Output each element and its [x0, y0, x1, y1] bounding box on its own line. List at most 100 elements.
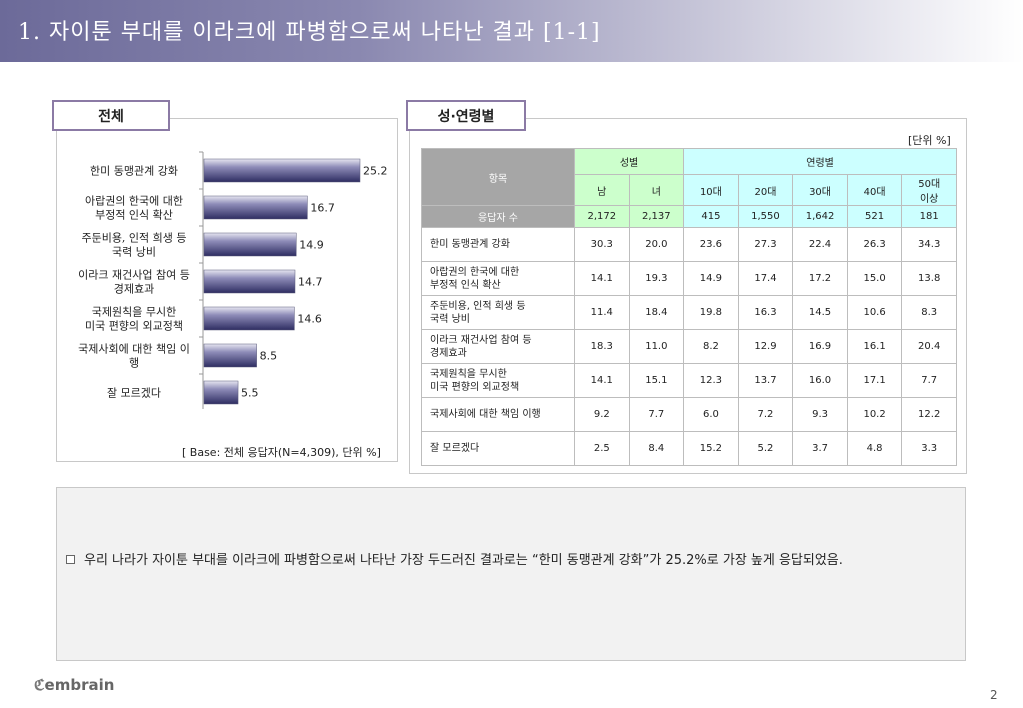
- title-bar: 1. 자이툰 부대를 이라크에 파병함으로써 나타난 결과 [1-1]: [0, 0, 1023, 62]
- category-label: 한미 동맹관계 강화: [90, 165, 178, 178]
- table-cell: 34.3: [901, 227, 957, 262]
- unit-note: [단위 %]: [908, 134, 951, 147]
- bar: [203, 195, 308, 220]
- data-table: 항목 성별 연령별 남 녀 10대 20대 30대 40대 50대 이상 응답자 수 2,172 2,13…: [421, 148, 957, 466]
- table-cell: 22.4: [792, 227, 848, 262]
- table-cell: 14.1: [574, 363, 630, 398]
- column-header: 30대: [792, 174, 848, 206]
- section-tab-gender-age: 성·연령별: [406, 100, 526, 131]
- table-cell: 12.2: [901, 397, 957, 432]
- category-label: 국제사회에 대한 책임 이: [78, 343, 190, 356]
- row-label: 이라크 재건사업 참여 등 경제효과: [421, 329, 575, 364]
- table-cell: 17.2: [792, 261, 848, 296]
- table-cell: 16.0: [792, 363, 848, 398]
- table-cell: 14.9: [683, 261, 739, 296]
- table-cell: 15.1: [628, 363, 685, 398]
- respondents-row: 응답자 수 2,172 2,137 415 1,550 1,642 521 181: [421, 205, 957, 228]
- table-cell: 20.0: [628, 227, 685, 262]
- table-cell: 11.0: [628, 329, 685, 364]
- category-label: 국력 낭비: [112, 246, 156, 259]
- table-cell: 3.7: [792, 431, 848, 466]
- column-header: 남: [574, 174, 630, 206]
- table-cell: 4.8: [846, 431, 903, 466]
- table-cell: 17.4: [737, 261, 794, 296]
- header-gender-group: 성별: [573, 148, 685, 175]
- page-number: 2: [990, 688, 998, 702]
- table-cell: 19.8: [683, 295, 739, 330]
- table-cell: 16.3: [737, 295, 794, 330]
- bar: [203, 306, 295, 331]
- table-cell: 19.3: [628, 261, 685, 296]
- table-cell: 26.3: [846, 227, 903, 262]
- table-cell: 7.7: [628, 397, 685, 432]
- embrain-logo: ℭembrain: [34, 676, 114, 694]
- table-row: 한미 동맹관계 강화 30.3 20.0 23.6 27.3 22.4 26.3 34.3: [421, 227, 957, 262]
- data-label: 16.7: [310, 202, 335, 215]
- base-note: [ Base: 전체 응답자(N=4,309), 단위 %]: [182, 446, 381, 459]
- table-cell: 14.5: [792, 295, 848, 330]
- table-cell: 15.0: [846, 261, 903, 296]
- logo-text: embrain: [44, 676, 115, 694]
- bar: [203, 158, 361, 183]
- category-label: 이라크 재건사업 참여 등: [78, 269, 190, 282]
- header-age-group: 연령별: [683, 148, 957, 175]
- table-cell: 9.3: [792, 397, 848, 432]
- table-cell: 8.3: [901, 295, 957, 330]
- respondents-label: 응답자 수: [421, 205, 575, 228]
- row-label: 국제원칙을 무시한 미국 편향의 외교정책: [421, 363, 575, 398]
- column-header: 10대: [683, 174, 739, 206]
- data-label: 14.6: [297, 313, 322, 326]
- table-cell: 12.9: [737, 329, 794, 364]
- table-cell: 6.0: [683, 397, 739, 432]
- respondents-cell: 181: [901, 205, 957, 228]
- table-row: 국제원칙을 무시한 미국 편향의 외교정책 14.1 15.1 12.3 13.7 16.0…: [421, 363, 957, 398]
- category-label: 아랍권의 한국에 대한: [85, 195, 183, 208]
- table-header-row: 항목 성별 연령별: [421, 148, 957, 206]
- respondents-cell: 2,137: [628, 205, 685, 228]
- column-header: 50대 이상: [901, 174, 957, 206]
- data-label: 5.5: [241, 387, 258, 400]
- table-cell: 18.3: [574, 329, 630, 364]
- section-tab-total: 전체: [52, 100, 170, 131]
- table-cell: 10.6: [846, 295, 903, 330]
- table-cell: 7.2: [737, 397, 794, 432]
- respondents-cell: 1,550: [737, 205, 794, 228]
- table-cell: 10.2: [846, 397, 903, 432]
- table-cell: 27.3: [737, 227, 794, 262]
- table-cell: 18.4: [628, 295, 685, 330]
- table-row: 주둔비용, 인적 희생 등 국력 낭비 11.4 18.4 19.8 16.3 14.5 10…: [421, 295, 957, 330]
- header-item: 항목: [421, 148, 575, 206]
- category-label: 잘 모르겠다: [107, 387, 161, 400]
- bar: [203, 380, 239, 405]
- table-cell: 13.7: [737, 363, 794, 398]
- category-label: 행: [129, 357, 139, 370]
- table-cell: 20.4: [901, 329, 957, 364]
- category-label: 부정적 인식 확산: [95, 209, 173, 222]
- column-header: 20대: [737, 174, 794, 206]
- data-label: 14.7: [298, 276, 323, 289]
- checkbox-bullet-icon: [66, 555, 75, 564]
- table-cell: 16.9: [792, 329, 848, 364]
- table-cell: 2.5: [574, 431, 630, 466]
- table-cell: 8.4: [628, 431, 685, 466]
- table-cell: 8.2: [683, 329, 739, 364]
- respondents-cell: 415: [683, 205, 739, 228]
- table-header-row: 남 녀 10대 20대 30대 40대 50대 이상: [422, 174, 957, 206]
- bar: [203, 269, 296, 294]
- bar: [203, 232, 297, 257]
- category-label: 미국 편향의 외교정책: [85, 320, 183, 333]
- summary-text: 우리 나라가 자이툰 부대를 이라크에 파병함으로써 나타난 가장 두드러진 결…: [84, 553, 843, 568]
- table-cell: 30.3: [574, 227, 630, 262]
- category-label: 경제효과: [114, 283, 154, 296]
- row-label: 잘 모르겠다: [421, 431, 575, 466]
- table-cell: 14.1: [574, 261, 630, 296]
- table-cell: 5.2: [737, 431, 794, 466]
- respondents-cell: 521: [846, 205, 903, 228]
- table-cell: 7.7: [901, 363, 957, 398]
- table-cell: 11.4: [574, 295, 630, 330]
- row-label: 주둔비용, 인적 희생 등 국력 낭비: [421, 295, 575, 330]
- table-row: 잘 모르겠다 2.5 8.4 15.2 5.2 3.7 4.8 3.3: [421, 431, 957, 466]
- data-label: 14.9: [299, 239, 324, 252]
- data-label: 25.2: [363, 165, 388, 178]
